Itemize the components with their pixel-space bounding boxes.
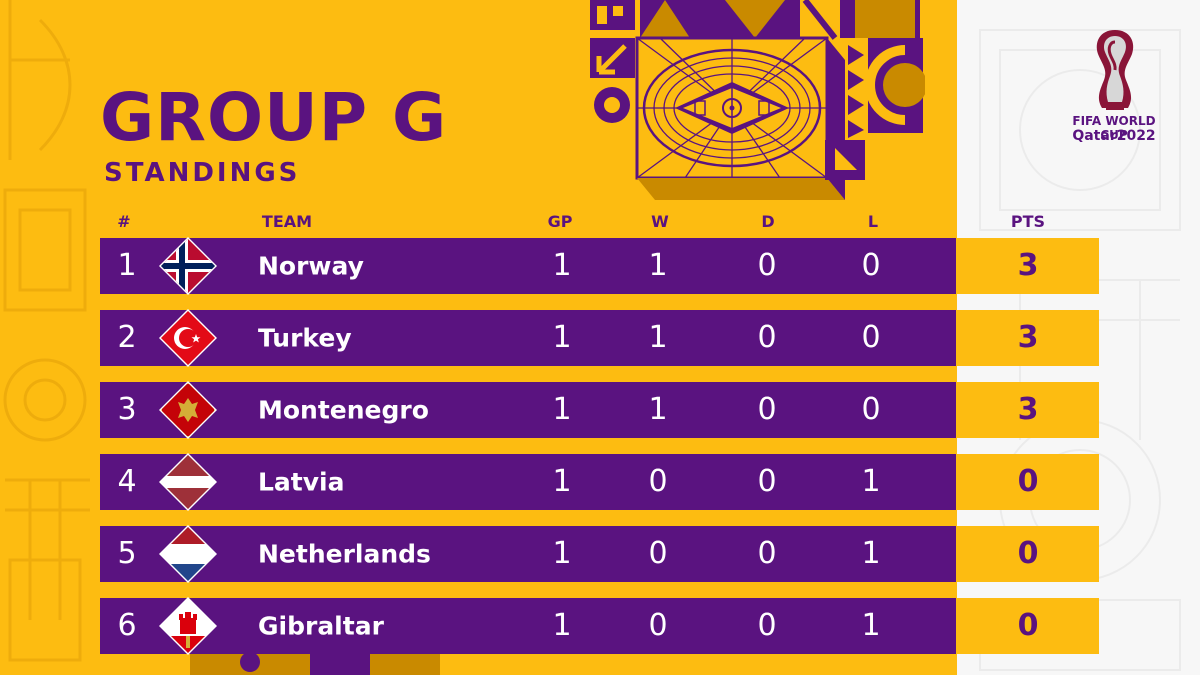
- points-box: 3: [957, 238, 1099, 294]
- games-played-column-header: GP: [547, 212, 573, 231]
- games-played-cell: 1: [552, 392, 572, 427]
- team-name: Gibraltar: [258, 611, 384, 641]
- wins-cell: 1: [648, 320, 668, 355]
- points-box: 0: [957, 454, 1099, 510]
- games-played-cell: 1: [552, 320, 572, 355]
- losses-cell: 0: [861, 392, 881, 427]
- points-cell: 0: [1017, 608, 1039, 643]
- team-name: Latvia: [258, 467, 345, 497]
- points-cell: 3: [1017, 248, 1039, 283]
- world-cup-emblem-icon: [1096, 30, 1134, 110]
- team-column-header: TEAM: [261, 212, 313, 231]
- games-played-cell: 1: [552, 248, 572, 283]
- logo-subtitle: Qatar2022: [1072, 128, 1156, 144]
- points-column-header: PTS: [1010, 212, 1046, 231]
- rank-cell: 3: [117, 392, 137, 427]
- netherlands-flag-icon: [159, 525, 217, 583]
- points-box: 0: [957, 526, 1099, 582]
- rank-cell: 4: [117, 464, 137, 499]
- draws-cell: 0: [757, 248, 777, 283]
- draws-cell: 0: [757, 464, 777, 499]
- points-cell: 0: [1017, 536, 1039, 571]
- rank-cell: 6: [117, 608, 137, 643]
- wins-cell: 0: [648, 536, 668, 571]
- losses-column-header: L: [867, 212, 879, 231]
- rank-cell: 1: [117, 248, 137, 283]
- rank-cell: 5: [117, 536, 137, 571]
- stadium-pattern-decoration: [590, 0, 925, 200]
- team-name: Netherlands: [258, 539, 431, 569]
- rank-column-header: #: [117, 212, 131, 231]
- latvia-flag-icon: [159, 453, 217, 511]
- logo-title: FIFA WORLD CUP: [1072, 114, 1156, 142]
- team-name: Turkey: [258, 323, 352, 353]
- draws-cell: 0: [757, 536, 777, 571]
- wins-column-header: W: [651, 212, 669, 231]
- turkey-flag-icon: [159, 309, 217, 367]
- losses-cell: 1: [861, 608, 881, 643]
- team-name: Norway: [258, 251, 364, 281]
- standings-subtitle: STANDINGS: [104, 158, 301, 188]
- games-played-cell: 1: [552, 608, 572, 643]
- gibraltar-flag-icon: [159, 597, 217, 655]
- rank-cell: 2: [117, 320, 137, 355]
- norway-flag-icon: [159, 237, 217, 295]
- wins-cell: 1: [648, 248, 668, 283]
- points-cell: 0: [1017, 464, 1039, 499]
- draws-cell: 0: [757, 320, 777, 355]
- table-row: 5 Netherlands 1 0 0 1: [100, 525, 956, 583]
- points-box: 3: [957, 382, 1099, 438]
- draws-cell: 0: [757, 608, 777, 643]
- table-row: 2 Turkey 1 1 0 0: [100, 309, 956, 367]
- table-row: 1 Norway 1 1 0 0: [100, 237, 956, 295]
- points-box: 0: [957, 598, 1099, 654]
- wins-cell: 0: [648, 464, 668, 499]
- table-row: 4 Latvia 1 0 0 1: [100, 453, 956, 511]
- losses-cell: 1: [861, 464, 881, 499]
- draws-cell: 0: [757, 392, 777, 427]
- losses-cell: 1: [861, 536, 881, 571]
- games-played-cell: 1: [552, 464, 572, 499]
- table-row: 3 Montenegro 1 1 0 0: [100, 381, 956, 439]
- points-box: 3: [957, 310, 1099, 366]
- wins-cell: 0: [648, 608, 668, 643]
- losses-cell: 0: [861, 320, 881, 355]
- bottom-pattern-decoration: [190, 650, 440, 675]
- points-cell: 3: [1017, 320, 1039, 355]
- points-cell: 3: [1017, 392, 1039, 427]
- montenegro-flag-icon: [159, 381, 217, 439]
- left-pattern-decoration: [3, 0, 90, 662]
- group-title: GROUP G: [100, 79, 448, 156]
- losses-cell: 0: [861, 248, 881, 283]
- team-name: Montenegro: [258, 395, 429, 425]
- table-row: 6 Gibraltar 1 0 0 1: [100, 597, 956, 655]
- draws-column-header: D: [761, 212, 775, 231]
- wins-cell: 1: [648, 392, 668, 427]
- games-played-cell: 1: [552, 536, 572, 571]
